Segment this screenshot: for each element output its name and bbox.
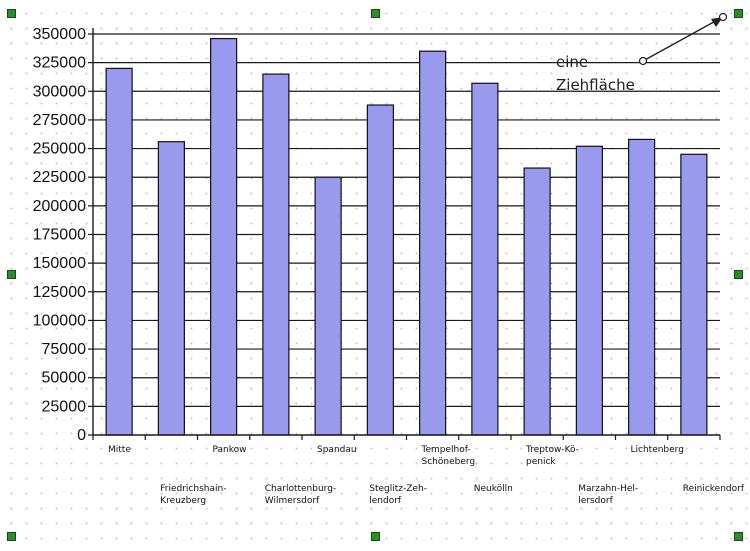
gridlines [93, 33, 720, 407]
y-tick-label-4: 100000 [33, 312, 86, 329]
bar-4[interactable] [314, 176, 342, 436]
x-tick-label-3: Charlottenburg-Wilmersdorf [265, 484, 336, 506]
selection-handle-top-right[interactable] [734, 9, 743, 18]
bar-1[interactable] [157, 141, 185, 436]
x-tick-label-7: Neukölln [474, 484, 513, 494]
y-tick-label-3: 75000 [42, 341, 87, 358]
y-tick-label-12: 300000 [33, 83, 86, 100]
annotation-arrow-line [642, 17, 722, 62]
x-tick-label-10: Lichtenberg [631, 445, 684, 455]
selection-handle-bottom-left[interactable] [7, 532, 16, 541]
bar-3[interactable] [262, 73, 290, 436]
y-tick-label-7: 175000 [33, 227, 86, 244]
y-tick-label-11: 275000 [33, 112, 86, 129]
selection-handle-middle-right[interactable] [734, 270, 743, 279]
x-tick-label-0: Mitte [108, 445, 131, 455]
x-tick-label-11: Reinickendorf [683, 484, 745, 494]
bar-6[interactable] [419, 50, 447, 436]
y-tick-label-8: 200000 [33, 198, 86, 215]
x-tick-label-2: Pankow [213, 445, 247, 455]
x-tick-label-6: Tempelhof-Schöneberg [421, 445, 476, 467]
x-tick-labels: Mitte Friedrichshain-Kreuzberg Pankow Charl… [108, 445, 745, 506]
drag-area-annotation[interactable]: eine Ziehfläche [556, 12, 728, 95]
y-tick-labels: 0 25000 50000 75000 100000 125000 150000 175000… [33, 26, 86, 444]
y-tick-label-0: 0 [77, 427, 86, 444]
selection-handle-bottom-right[interactable] [734, 532, 743, 541]
selection-handle-top-left[interactable] [7, 9, 16, 18]
bar-10[interactable] [628, 138, 656, 436]
axes [88, 28, 721, 440]
annotation-text-line-1: eine [556, 53, 588, 71]
y-tick-label-10: 250000 [33, 141, 86, 158]
x-tick-label-9: Marzahn-Hel-lersdorf [578, 484, 638, 506]
x-tick-label-8: Treptow-Kö-penick [525, 445, 579, 467]
bar-7[interactable] [471, 82, 499, 436]
bar-8[interactable] [523, 167, 551, 436]
bar-5[interactable] [366, 104, 394, 436]
annotation-end-handle[interactable] [718, 12, 728, 22]
x-tick-label-5: Steglitz-Zeh-lendorf [369, 484, 427, 506]
y-tick-label-1: 25000 [42, 398, 87, 415]
annotation-start-handle[interactable] [638, 56, 648, 66]
selection-handle-middle-left[interactable] [7, 270, 16, 279]
y-tick-label-14: 350000 [33, 26, 86, 43]
y-tick-label-2: 50000 [42, 370, 87, 387]
y-tick-label-5: 125000 [33, 284, 86, 301]
y-tick-label-6: 150000 [33, 255, 86, 272]
x-tick-label-1: Friedrichshain-Kreuzberg [160, 484, 226, 506]
bar-0[interactable] [105, 67, 133, 436]
bars [105, 37, 708, 436]
bar-2[interactable] [210, 37, 238, 436]
x-tick-label-4: Spandau [317, 445, 357, 455]
y-tick-label-9: 225000 [33, 169, 86, 186]
bar-11[interactable] [680, 153, 708, 436]
annotation-text-line-2: Ziehfläche [556, 76, 635, 94]
selection-handle-top-center[interactable] [371, 9, 380, 18]
y-tick-label-13: 325000 [33, 55, 86, 72]
bar-9[interactable] [575, 145, 603, 436]
selection-handle-bottom-center[interactable] [371, 532, 380, 541]
